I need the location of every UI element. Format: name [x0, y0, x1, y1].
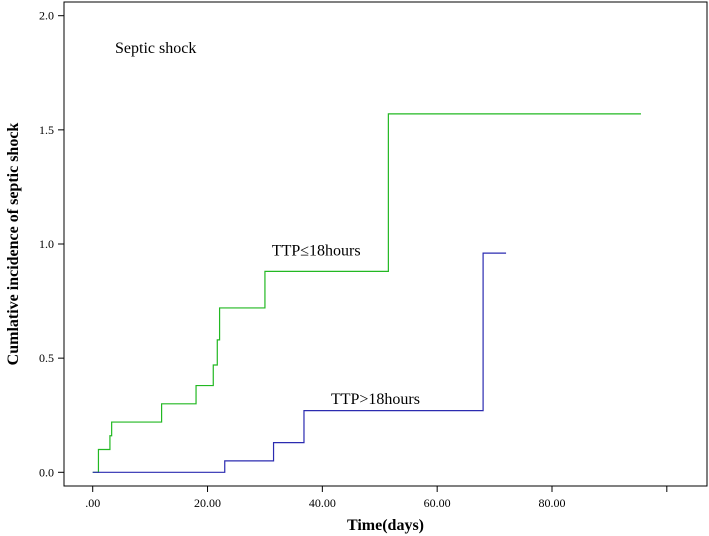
y-axis-ticks: 0.0 0.5 1.0 1.5 2.0 — [39, 9, 64, 479]
x-tick-label: 80.00 — [538, 496, 565, 510]
chart-title: Septic shock — [115, 40, 196, 57]
y-tick-label: 1.5 — [39, 123, 54, 137]
y-tick-label: 1.0 — [39, 237, 54, 251]
series-annotation-ttp-le-18: TTP≤18hours — [272, 242, 361, 259]
series-annotation-ttp-gt-18: TTP>18hours — [331, 391, 420, 408]
y-tick-label: 0.0 — [39, 465, 54, 479]
x-axis-ticks: .00 20.00 40.00 60.00 80.00 — [85, 486, 668, 510]
x-tick-label: .00 — [85, 496, 100, 510]
series-line-ttp-gt-18 — [92, 252, 507, 473]
series-layer — [92, 113, 641, 473]
x-tick-label: 60.00 — [424, 496, 451, 510]
plot-frame — [63, 1, 708, 487]
y-tick-label: 0.5 — [39, 351, 54, 365]
series-line-ttp-le-18 — [92, 113, 641, 473]
x-axis-title: Time(days) — [347, 517, 424, 534]
x-tick-label: 40.00 — [309, 496, 336, 510]
y-tick-label: 2.0 — [39, 9, 54, 23]
y-axis-title: Cumlative incidence of septic shock — [5, 123, 22, 366]
x-tick-label: 20.00 — [194, 496, 221, 510]
